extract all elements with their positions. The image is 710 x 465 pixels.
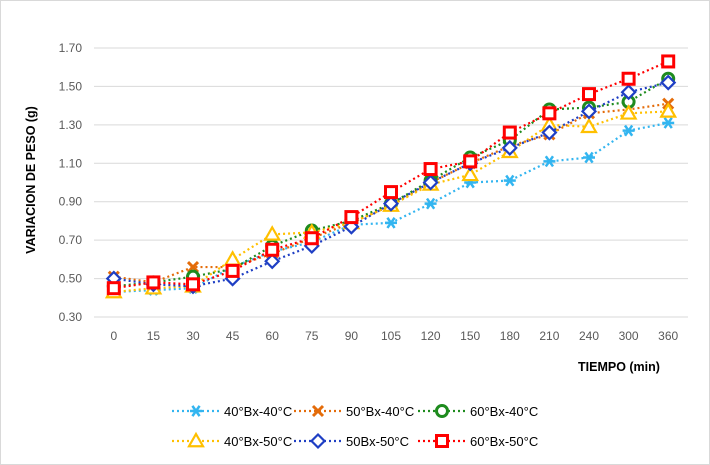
y-tick-label: 1.50 (59, 79, 83, 93)
data-point (146, 275, 161, 290)
legend-item-6: 60°Bx-50°C (418, 434, 538, 449)
x-tick-label: 30 (186, 329, 200, 343)
data-point (263, 225, 282, 241)
legend-marker (435, 404, 449, 418)
data-point (661, 54, 676, 69)
data-point (344, 210, 359, 225)
y-tick-label: 0.30 (59, 310, 83, 324)
data-point (660, 74, 677, 91)
y-tick-label: 0.50 (59, 272, 83, 286)
legend-label: 50Bx-50°C (346, 434, 409, 449)
y-tick-label: 1.70 (59, 41, 83, 55)
data-point (659, 102, 678, 118)
legend-item-5: 50Bx-50°C (294, 432, 409, 450)
x-tick-label: 105 (381, 329, 401, 343)
x-tick-label: 360 (658, 329, 678, 343)
x-tick-label: 0 (110, 329, 117, 343)
legend-label: 40°Bx-40°C (224, 404, 292, 419)
x-axis-title: TIEMPO (min) (578, 360, 660, 374)
data-point (620, 84, 637, 101)
series-group (104, 54, 678, 299)
data-point (304, 231, 319, 246)
data-point (423, 162, 438, 177)
series-line (113, 110, 669, 294)
data-point (619, 104, 638, 120)
x-tick-label: 60 (266, 329, 280, 343)
y-tick-label: 1.10 (59, 156, 83, 170)
x-tick-label: 180 (500, 329, 520, 343)
data-point (543, 155, 556, 168)
legend-marker (435, 434, 449, 448)
data-point (583, 151, 595, 164)
x-tick-label: 15 (147, 329, 161, 343)
legend-label: 40°Bx-50°C (224, 434, 292, 449)
x-tick-label: 75 (305, 329, 319, 343)
y-axis-title: VARIACION DE PESO (g) (24, 106, 38, 254)
data-point (582, 87, 596, 102)
series-6 (106, 54, 676, 296)
x-tick-label: 150 (460, 329, 480, 343)
data-point (501, 139, 518, 156)
data-point (265, 242, 280, 257)
data-point (463, 154, 478, 169)
series-5 (105, 74, 677, 295)
legend: 40°Bx-40°C 50°Bx-40°C 60°Bx-40°C 40°Bx-50°C… (172, 404, 538, 450)
x-tick-label: 45 (226, 329, 240, 343)
data-point (223, 250, 242, 266)
y-tick-label: 0.90 (59, 195, 83, 209)
y-tick-label: 1.30 (59, 118, 83, 132)
data-point (502, 125, 517, 140)
legend-label: 50°Bx-40°C (346, 404, 414, 419)
data-point (186, 277, 200, 292)
legend-item-4: 40°Bx-50°C (172, 431, 292, 449)
legend-label: 60°Bx-50°C (470, 434, 538, 449)
data-point (382, 195, 400, 212)
data-point (662, 117, 675, 129)
x-tick-label: 240 (579, 329, 599, 343)
legend-item-3: 60°Bx-40°C (418, 404, 538, 419)
x-tick-label: 90 (345, 329, 359, 343)
y-tick-labels: 0.30 0.50 0.70 0.90 1.10 1.30 1.50 1.70 (59, 41, 83, 324)
data-point (385, 217, 397, 229)
data-point (622, 124, 635, 137)
x-tick-labels: 0 15 30 45 60 75 90 105 120 150 180 210 240 300 360 (110, 329, 678, 343)
data-point (461, 165, 480, 182)
data-point (186, 260, 200, 274)
series-line (113, 102, 669, 284)
x-tick-label: 120 (421, 329, 441, 343)
legend-marker (187, 431, 205, 448)
legend-marker (311, 404, 325, 418)
data-point (384, 185, 398, 200)
legend-marker (309, 432, 327, 450)
data-point (422, 174, 439, 191)
data-point (503, 174, 516, 187)
data-point (541, 124, 558, 141)
data-point (580, 103, 598, 120)
legend-item-1: 40°Bx-40°C (172, 404, 292, 419)
data-point (542, 106, 557, 121)
data-point (225, 263, 240, 278)
data-point (264, 253, 281, 270)
data-point (424, 197, 437, 210)
legend-item-2: 50°Bx-40°C (294, 404, 414, 419)
gridlines (94, 47, 688, 318)
y-tick-label: 0.70 (59, 233, 83, 247)
data-point (106, 281, 121, 296)
x-tick-label: 210 (539, 329, 559, 343)
x-tick-label: 300 (619, 329, 639, 343)
legend-marker (190, 405, 202, 417)
data-point (580, 117, 598, 134)
data-point (621, 71, 636, 86)
legend-label: 60°Bx-40°C (470, 404, 538, 419)
